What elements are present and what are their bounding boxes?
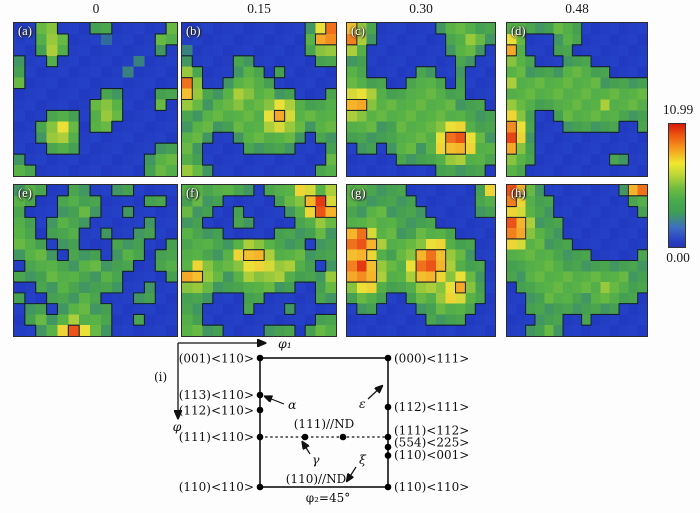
gamma-marker: γ [312, 452, 320, 467]
heatmap-cells [182, 23, 336, 176]
orientation-point [256, 354, 264, 362]
orientation-label-right-1: (000)<111> [394, 352, 469, 366]
orientation-point [384, 443, 392, 451]
orientation-point [256, 391, 264, 399]
panel-label: (d) [511, 24, 526, 38]
panel-label: (a) [18, 24, 32, 38]
alpha-arrow [265, 397, 285, 405]
orientation-label-left-2: (113)<110> [179, 388, 254, 402]
orientation-point [339, 433, 347, 441]
heatmap-panel-a: (a) [13, 22, 178, 177]
heatmap-panel-f: (f) [181, 184, 337, 337]
orientation-label-right-5: (110)<001> [394, 448, 469, 462]
panel-label: (f) [186, 186, 199, 200]
gamma-arrow [303, 442, 311, 455]
panel-label: (h) [511, 186, 526, 200]
orientation-point [256, 433, 264, 441]
orientation-point [256, 406, 264, 414]
panel-label: (b) [186, 24, 201, 38]
heatmap-cells [182, 185, 336, 336]
panel-label: (c) [351, 24, 365, 38]
euler-box [259, 357, 389, 488]
heatmap-panel-g: (g) [346, 184, 496, 337]
heatmap-panel-b: (b) [181, 22, 337, 177]
orientation-label-left-4: (111)<110> [179, 430, 254, 444]
orientation-label-left-3: (112)<110> [179, 404, 254, 418]
orientation-label-right-3: (111)<112> [394, 424, 469, 438]
orientation-label-right-2: (112)<111> [394, 400, 469, 414]
orientation-point [301, 433, 309, 441]
heatmap-panel-e: (e) [13, 184, 178, 337]
phi-axis-label: φ [173, 419, 182, 434]
heatmap-cells [14, 23, 177, 176]
colorbar-gradient [668, 123, 686, 248]
column-header-2: 0.15 [247, 1, 271, 16]
heatmap-cells [507, 185, 647, 336]
orientation-points [256, 354, 392, 491]
colorbar-max-label: 10.99 [662, 102, 694, 117]
diagram-label: (i) [154, 370, 167, 384]
orientation-label-right-6: (110)<110> [394, 480, 469, 494]
orientation-point [384, 483, 392, 491]
column-header-4: 0.48 [565, 1, 589, 16]
fiber-label-110nd: (110)//ND [286, 472, 346, 486]
orientation-point [384, 433, 392, 441]
orientation-label-right-4: (554)<225> [394, 436, 469, 450]
fiber-label-111nd: (111)//ND [294, 417, 354, 431]
xi-marker: ξ [359, 452, 367, 467]
epsilon-arrow [367, 386, 382, 400]
column-header-1: 0 [92, 1, 100, 16]
heatmap-panel-c: (c) [346, 22, 496, 177]
heatmap-cells [347, 23, 495, 176]
alpha-marker: α [288, 397, 297, 412]
xi-arrow [347, 466, 357, 481]
panel-label: (e) [18, 186, 32, 200]
heatmap-cells [347, 185, 495, 336]
euler-space-diagram: φ₁ φ (i) (001)<110> (113)<110> (112)<110… [154, 338, 469, 505]
panel-label: (g) [351, 186, 366, 200]
column-header-3: 0.30 [409, 1, 433, 16]
orientation-point [384, 403, 392, 411]
orientation-label-left-1: (001)<110> [179, 352, 254, 366]
epsilon-marker: ε [359, 396, 366, 411]
colorbar-min-label: 0.00 [666, 250, 690, 265]
phi1-axis-label: φ₁ [278, 338, 292, 351]
heatmap-panel-h: (h) [506, 184, 648, 337]
orientation-point [384, 354, 392, 362]
orientation-point [384, 452, 392, 459]
heatmap-cells [14, 185, 177, 336]
heatmap-panel-d: (d) [506, 22, 648, 177]
phi2-section-label: φ₂=45° [306, 491, 351, 505]
orientation-point [256, 483, 264, 491]
orientation-label-left-5: (110)<110> [179, 480, 254, 494]
heatmap-cells [507, 23, 647, 176]
